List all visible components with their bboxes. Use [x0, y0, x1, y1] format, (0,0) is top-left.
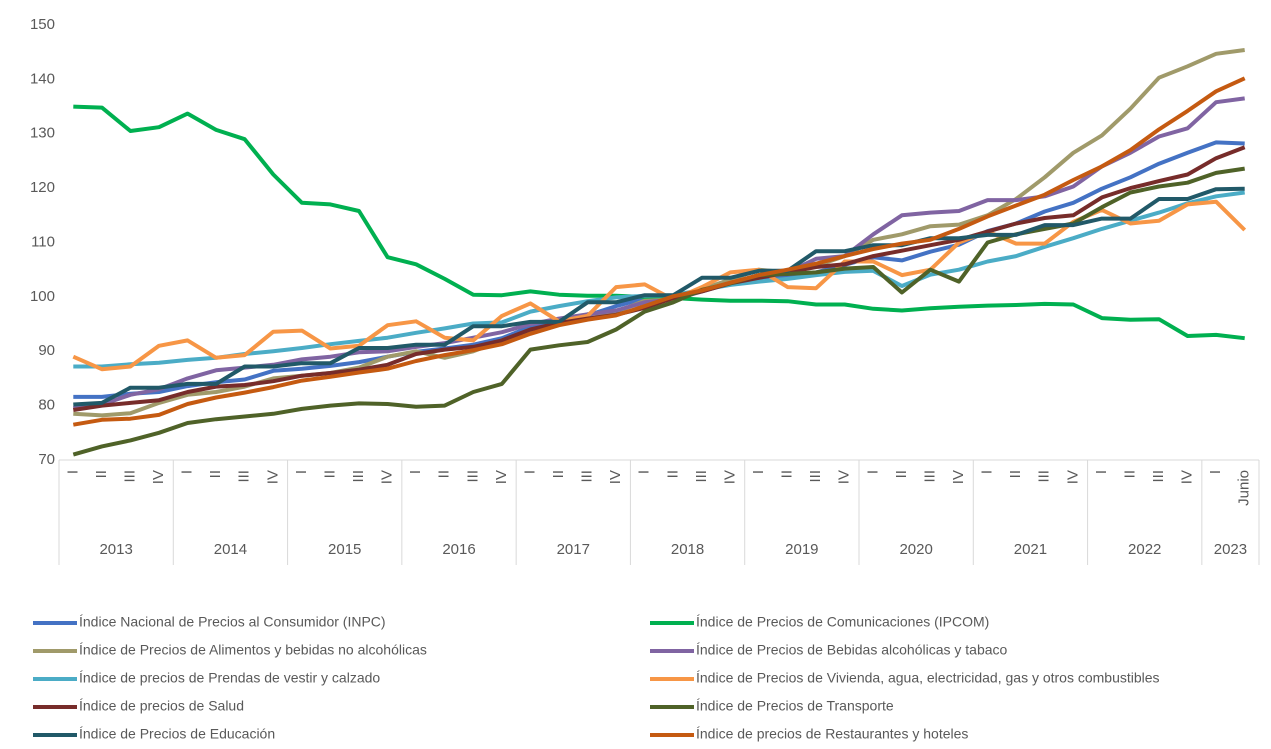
- x-tick-label: I: [979, 470, 996, 474]
- group-label: 2023: [1214, 541, 1247, 558]
- x-tick-label: III: [921, 470, 938, 483]
- x-tick-label: III: [579, 470, 596, 483]
- x-tick-label: II: [779, 470, 796, 478]
- x-tick-label: IV: [493, 470, 510, 484]
- x-tick-label: IV: [264, 470, 281, 484]
- group-label: 2015: [328, 541, 361, 558]
- x-tick-label: II: [550, 470, 567, 478]
- x-tick-label: I: [1207, 470, 1224, 474]
- x-tick-label: I: [636, 470, 653, 474]
- x-tick-label: IV: [1064, 470, 1081, 484]
- series-line: [72, 166, 1245, 457]
- x-tick-label: I: [407, 470, 424, 474]
- x-tick-label: I: [864, 470, 881, 474]
- series-line: [73, 190, 1245, 369]
- legend-label: Índice de precios de Prendas de vestir y…: [79, 670, 380, 686]
- group-label: 2017: [557, 541, 590, 558]
- group-label: 2020: [899, 541, 932, 558]
- y-tick-label: 80: [38, 397, 55, 414]
- legend-label: Índice de precios de Restaurantes y hote…: [696, 726, 968, 742]
- group-label: 2014: [214, 541, 247, 558]
- y-tick-label: 110: [31, 233, 55, 250]
- legend-label: Índice de Precios de Comunicaciones (IPC…: [696, 614, 989, 630]
- y-tick-label: 130: [30, 125, 55, 142]
- x-tick-label: I: [521, 470, 538, 474]
- x-tick-label: II: [664, 470, 681, 478]
- x-tick-label: I: [179, 470, 196, 474]
- group-label: 2016: [442, 541, 475, 558]
- x-tick-label: III: [1150, 470, 1167, 483]
- x-tick-label: III: [121, 470, 138, 483]
- x-tick-label: I: [64, 470, 81, 474]
- x-tick-label: II: [207, 470, 224, 478]
- series-line: [73, 186, 1245, 407]
- x-tick-label: I: [1093, 470, 1110, 474]
- y-tick-label: 100: [30, 288, 55, 305]
- x-tick-label: II: [436, 470, 453, 478]
- x-tick-label: II: [93, 470, 110, 478]
- legend-label: Índice de Precios de Vivienda, agua, ele…: [696, 670, 1160, 686]
- x-tick-label: III: [1036, 470, 1053, 483]
- x-tick-label: IV: [1179, 470, 1196, 484]
- legend-label: Índice Nacional de Precios al Consumidor…: [79, 614, 386, 630]
- x-tick-label: I: [750, 470, 767, 474]
- y-tick-label: 90: [38, 342, 55, 359]
- legend-label: Índice de Precios de Bebidas alcohólicas…: [696, 642, 1008, 658]
- x-tick-label: III: [693, 470, 710, 483]
- y-tick-label: 150: [30, 16, 55, 33]
- x-tick-label: IV: [721, 470, 738, 484]
- x-tick-label: IV: [836, 470, 853, 484]
- x-tick-label: I: [293, 470, 310, 474]
- series-line: [72, 76, 1246, 427]
- series-line: [72, 199, 1247, 372]
- legend-label: Índice de Precios de Transporte: [696, 698, 894, 714]
- x-tick-label: II: [1121, 470, 1138, 478]
- group-label: 2022: [1128, 541, 1161, 558]
- y-tick-label: 70: [38, 451, 55, 468]
- x-tick-label: IV: [950, 470, 967, 484]
- x-tick-label: III: [807, 470, 824, 483]
- x-tick-label: Junio: [1236, 470, 1253, 506]
- group-label: 2018: [671, 541, 704, 558]
- x-tick-label: III: [464, 470, 481, 483]
- group-label: 2019: [785, 541, 818, 558]
- y-tick-label: 120: [30, 179, 55, 196]
- y-tick-label: 140: [30, 70, 55, 87]
- x-tick-label: II: [1007, 470, 1024, 478]
- group-label: 2013: [99, 541, 132, 558]
- x-tick-label: II: [893, 470, 910, 478]
- x-tick-label: IV: [607, 470, 624, 484]
- legend-label: Índice de Precios de Alimentos y bebidas…: [79, 642, 427, 658]
- x-tick-label: II: [321, 470, 338, 478]
- legend-label: Índice de Precios de Educación: [79, 726, 275, 742]
- x-tick-label: IV: [379, 470, 396, 484]
- group-label: 2021: [1014, 541, 1047, 558]
- legend-label: Índice de precios de Salud: [79, 698, 244, 714]
- x-tick-label: III: [350, 470, 367, 483]
- x-tick-label: III: [236, 470, 253, 483]
- series-line: [73, 48, 1245, 418]
- x-tick-label: IV: [150, 470, 167, 484]
